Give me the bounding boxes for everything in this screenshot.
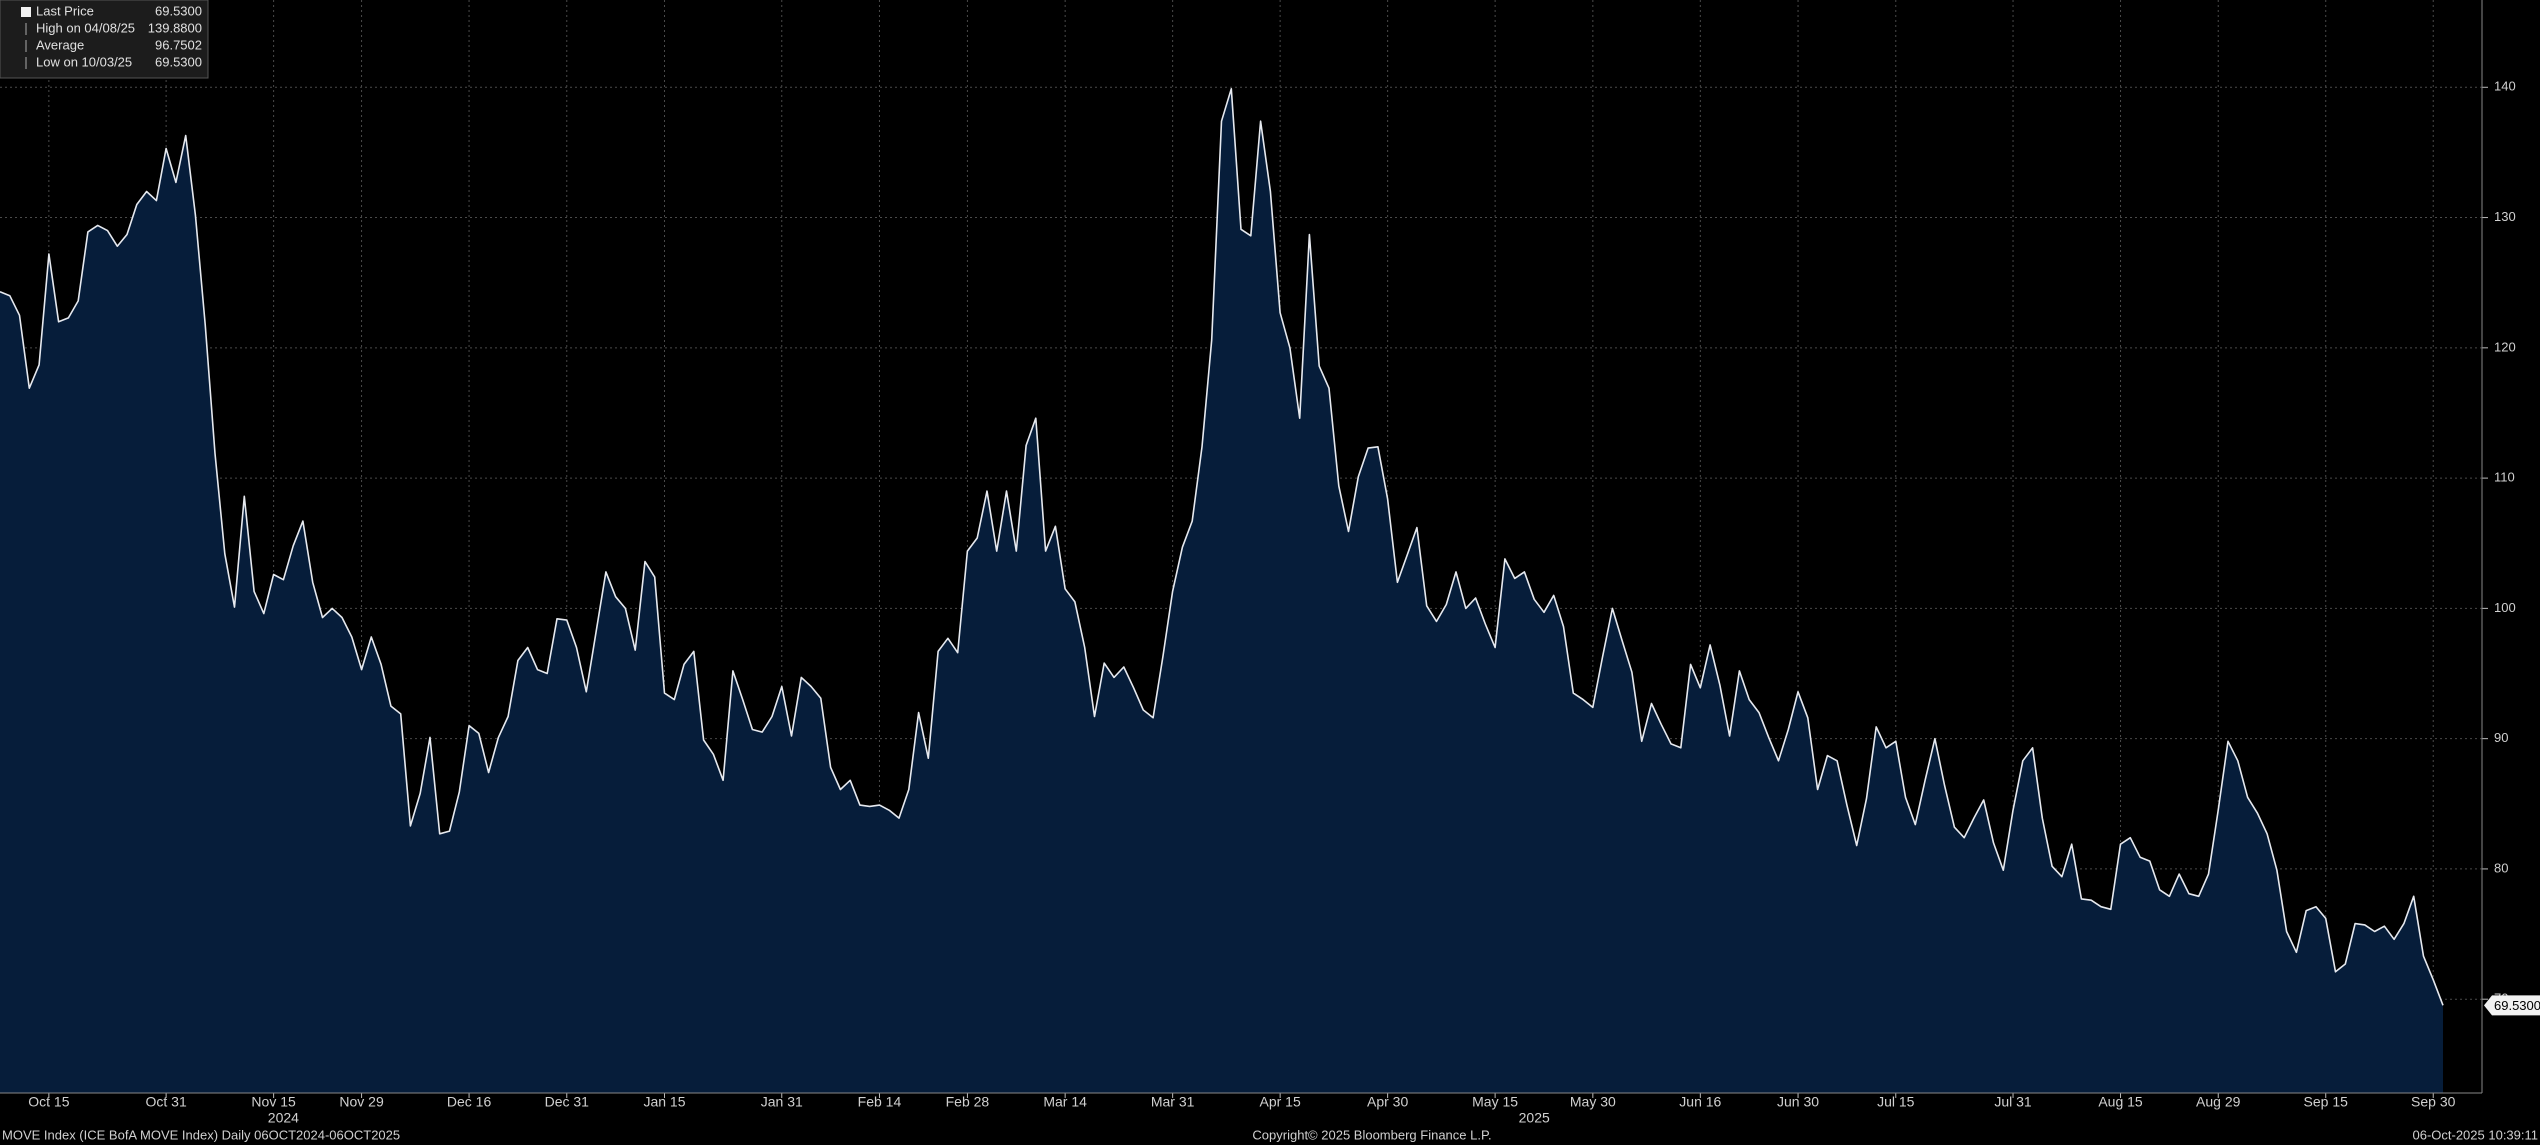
y-tick-label: 110 bbox=[2494, 470, 2515, 485]
x-tick-label: Jun 30 bbox=[1777, 1094, 1819, 1110]
x-tick-label: Nov 15 bbox=[251, 1094, 296, 1110]
x-tick-label: Feb 14 bbox=[858, 1094, 902, 1110]
x-tick-label: Sep 15 bbox=[2304, 1094, 2349, 1110]
x-tick-label: Oct 31 bbox=[145, 1094, 186, 1110]
footer-right: 06-Oct-2025 10:39:11 bbox=[2412, 1127, 2538, 1142]
x-tick-label: Aug 29 bbox=[2196, 1094, 2241, 1110]
x-tick-label: Jan 31 bbox=[761, 1094, 803, 1110]
x-tick-label: May 30 bbox=[1570, 1094, 1616, 1110]
last-price-tag bbox=[2484, 995, 2540, 1016]
legend-swatch bbox=[21, 7, 31, 17]
year-label: 2024 bbox=[268, 1110, 299, 1126]
y-tick-label: 130 bbox=[2494, 209, 2516, 224]
x-tick-label: Feb 28 bbox=[946, 1094, 990, 1110]
y-tick-label: 90 bbox=[2494, 730, 2508, 745]
legend-value: 139.8800 bbox=[148, 20, 202, 35]
x-tick-label: Dec 31 bbox=[545, 1094, 590, 1110]
x-tick-label: Apr 30 bbox=[1367, 1094, 1408, 1110]
y-tick-label: 100 bbox=[2494, 600, 2516, 615]
x-tick-label: Jul 15 bbox=[1877, 1094, 1915, 1110]
footer-center: Copyright© 2025 Bloomberg Finance L.P. bbox=[1252, 1127, 1491, 1142]
x-tick-label: Jan 15 bbox=[643, 1094, 685, 1110]
x-tick-label: Mar 14 bbox=[1043, 1094, 1087, 1110]
y-tick-label: 140 bbox=[2494, 79, 2516, 94]
x-tick-label: Nov 29 bbox=[339, 1094, 384, 1110]
x-tick-label: Jun 16 bbox=[1679, 1094, 1721, 1110]
legend-label: Low on 10/03/25 bbox=[36, 54, 132, 69]
y-tick-label: 80 bbox=[2494, 860, 2508, 875]
x-tick-label: Oct 15 bbox=[28, 1094, 69, 1110]
x-tick-label: Sep 30 bbox=[2411, 1094, 2456, 1110]
x-tick-label: Jul 31 bbox=[1994, 1094, 2032, 1110]
legend-value: 69.5300 bbox=[155, 3, 202, 18]
legend-label: High on 04/08/25 bbox=[36, 20, 135, 35]
x-tick-label: Aug 15 bbox=[2098, 1094, 2143, 1110]
legend: Last Price 69.5300 High on 04/08/25 139.880… bbox=[0, 0, 209, 79]
y-tick-label: 120 bbox=[2494, 339, 2516, 354]
x-tick-label: May 15 bbox=[1472, 1094, 1518, 1110]
legend-label: Last Price bbox=[36, 3, 94, 18]
price-line bbox=[0, 88, 2444, 1006]
legend-value: 96.7502 bbox=[155, 37, 202, 52]
legend-label: Average bbox=[36, 37, 84, 52]
x-tick-label: Mar 31 bbox=[1151, 1094, 1195, 1110]
footer-left: MOVE Index (ICE BofA MOVE Index) Daily 0… bbox=[2, 1127, 400, 1142]
x-tick-label: Apr 15 bbox=[1260, 1094, 1301, 1110]
legend-value: 69.5300 bbox=[155, 54, 202, 69]
area bbox=[0, 88, 2443, 1094]
legend-box bbox=[0, 0, 209, 79]
year-label: 2025 bbox=[1519, 1110, 1550, 1126]
x-tick-label: Dec 16 bbox=[447, 1094, 492, 1110]
last-price-label: 69.5300 bbox=[2494, 998, 2540, 1013]
